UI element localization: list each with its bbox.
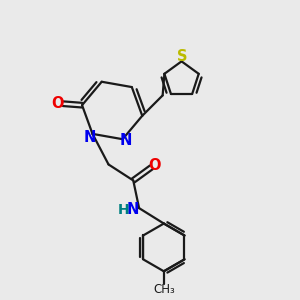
Text: H: H <box>118 202 130 217</box>
Text: O: O <box>148 158 161 173</box>
Text: O: O <box>52 96 64 111</box>
Text: CH₃: CH₃ <box>153 284 175 296</box>
Text: N: N <box>84 130 96 145</box>
Text: N: N <box>120 133 132 148</box>
Text: N: N <box>127 202 139 217</box>
Text: S: S <box>178 49 188 64</box>
